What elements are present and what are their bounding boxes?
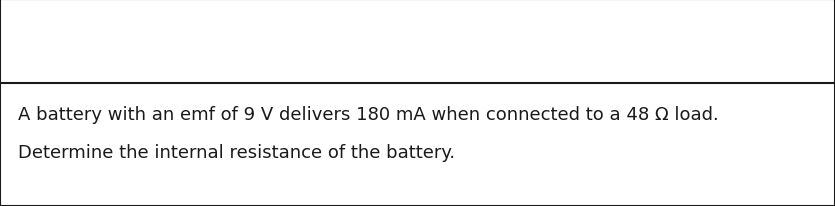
Text: A battery with an emf of 9 V delivers 180 mA when connected to a 48 Ω load.: A battery with an emf of 9 V delivers 18… [18, 105, 719, 123]
Text: Determine the internal resistance of the battery.: Determine the internal resistance of the… [18, 144, 456, 161]
